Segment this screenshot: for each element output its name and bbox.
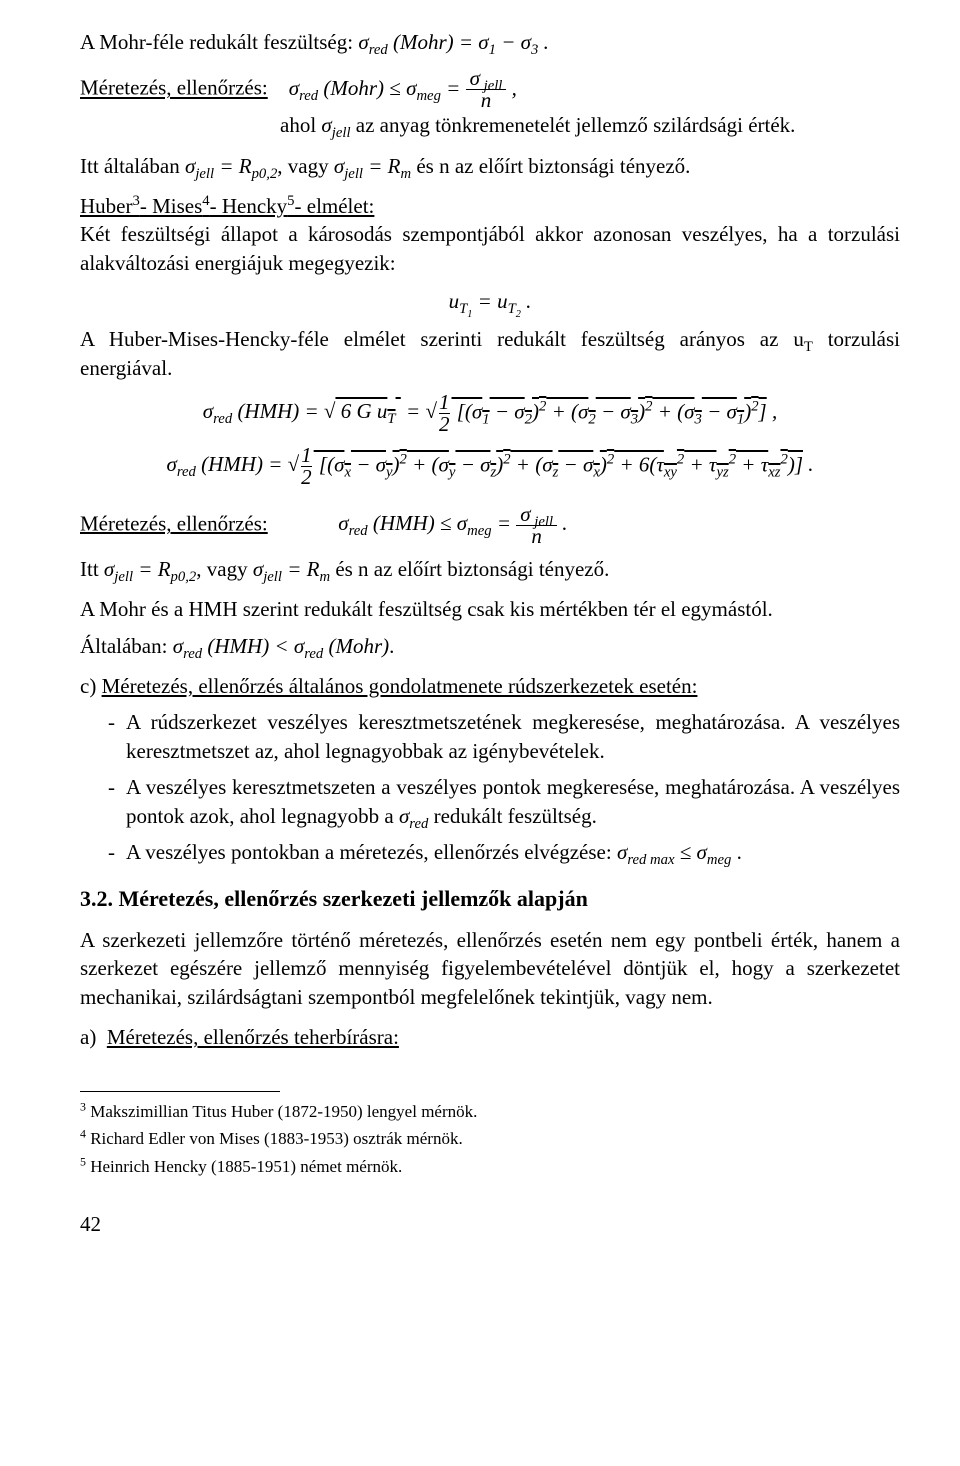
text: Huber3- Mises4- Hencky5- elmélet: [80,194,374,218]
footnotes: 3 Makszimillian Titus Huber (1872-1950) … [80,1098,900,1180]
footnote-5: 5 Heinrich Hencky (1885-1951) német mérn… [80,1153,900,1180]
document-page: A Mohr-féle redukált feszültség: σred (M… [0,0,960,1466]
paragraph-hmh-explain: A Huber-Mises-Hencky-féle elmélet szerin… [80,325,900,382]
paragraph-mohr-check: Méretezés, ellenőrzés: σred (Mohr) ≤ σme… [80,68,900,111]
paragraph-altalaban: Általában: σred (HMH) < σred (Mohr). [80,632,900,660]
text: A veszélyes pontokban a méretezés, ellen… [126,838,900,866]
page-number: 42 [80,1210,900,1238]
footnote-3: 3 Makszimillian Titus Huber (1872-1950) … [80,1098,900,1125]
footnote-separator [80,1091,280,1092]
label-meretezes: Méretezés, ellenőrzés: [80,76,268,100]
paragraph-itt-altalaban-2: Itt σjell = Rp0,2, vagy σjell = Rm és n … [80,555,900,583]
formula-hmh-principal: σred (HMH) = √ 6 G uT = √ 1 2 [(σ1 − σ2)… [80,392,900,435]
text: A rúdszerkezet veszélyes keresztmetszeté… [126,708,900,765]
formula-hmh-check: σred (HMH) ≤ σmeg = σ jell n . [338,511,567,535]
label-meretezes-2: Méretezés, ellenőrzés: [80,511,268,535]
text: A Huber-Mises-Hencky-féle elmélet szerin… [80,327,804,351]
paragraph-itt-altalaban: Itt általában σjell = Rp0,2, vagy σjell … [80,152,900,180]
paragraph-ahol: ahol σjell az anyag tönkremenetelét jell… [80,111,900,139]
text: A veszélyes keresztmetszeten a veszélyes… [126,773,900,830]
formula-mohr-def: σred (Mohr) = σ1 − σ3 . [358,30,549,54]
text: A Mohr-féle redukált feszültség: [80,30,358,54]
heading-3-2: 3.2. Méretezés, ellenőrzés szerkezeti je… [80,884,900,914]
list-c: - A rúdszerkezet veszélyes keresztmetsze… [80,708,900,866]
bullet-dash: - [108,708,126,765]
formula-mohr-check: σred (Mohr) ≤ σmeg = σ jell n , [289,76,517,100]
paragraph-hmh-check: Méretezés, ellenőrzés: σred (HMH) ≤ σmeg… [80,504,900,547]
list-item: - A veszélyes pontokban a méretezés, ell… [108,838,900,866]
heading-a: a) Méretezés, ellenőrzés teherbírásra: [80,1023,900,1051]
paragraph-hmh-body: Két feszültségi állapot a károsodás szem… [80,220,900,277]
text: Méretezés, ellenőrzés teherbírásra: [107,1025,399,1049]
bullet-dash: - [108,773,126,830]
paragraph-mohr-vs-hmh: A Mohr és a HMH szerint redukált feszült… [80,595,900,623]
list-item: - A rúdszerkezet veszélyes keresztmetsze… [108,708,900,765]
text: Méretezés, ellenőrzés általános gondolat… [102,674,698,698]
paragraph-mohr-def: A Mohr-féle redukált feszültség: σred (M… [80,28,900,56]
list-item: - A veszélyes keresztmetszeten a veszély… [108,773,900,830]
footnote-4: 4 Richard Edler von Mises (1883-1953) os… [80,1125,900,1152]
heading-hmh: Huber3- Mises4- Hencky5- elmélet: [80,192,900,220]
paragraph-3-2-body: A szerkezeti jellemzőre történő méretezé… [80,926,900,1011]
formula-hmh-general: σred (HMH) = √ 1 2 [(σx − σy)2 + (σy − σ… [80,445,900,488]
bullet-dash: - [108,838,126,866]
formula-uT: uT1 = uT2 . [80,287,900,315]
heading-c: c) Méretezés, ellenőrzés általános gondo… [80,672,900,700]
